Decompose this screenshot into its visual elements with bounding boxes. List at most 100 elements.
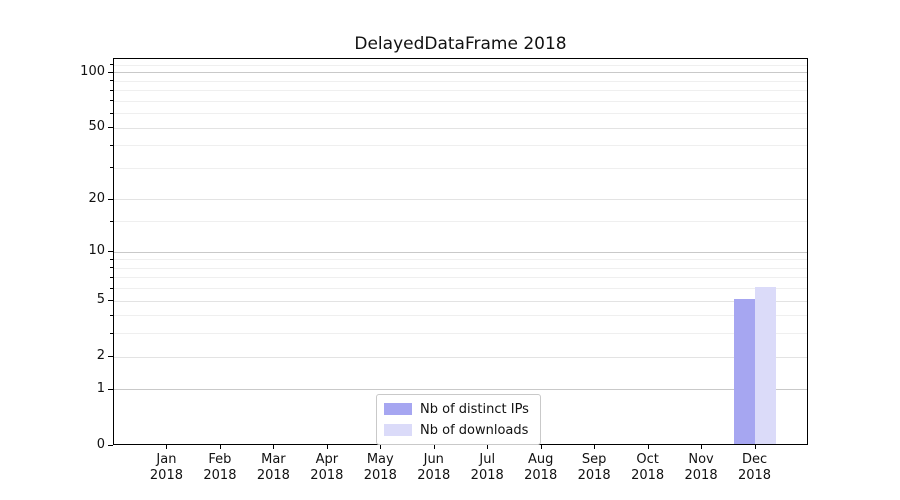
gridline-minor [114, 267, 807, 269]
x-tick [433, 445, 435, 449]
x-tick-label: Jul 2018 [447, 452, 527, 484]
gridline-major [114, 251, 807, 253]
x-tick-label: Sep 2018 [554, 452, 634, 484]
month-label: Jun [423, 452, 444, 467]
y-tick-label: 100 [80, 63, 105, 79]
x-tick-label: Aug 2018 [501, 452, 581, 484]
x-tick [540, 445, 542, 449]
x-tick [273, 445, 275, 449]
month-label: Oct [636, 452, 659, 467]
gridline-major [114, 356, 807, 358]
legend-label-distinct-ips: Nb of distinct IPs [420, 401, 529, 417]
year-label: 2018 [256, 468, 290, 483]
y-minor-tick [110, 89, 113, 91]
legend-entry-distinct-ips: Nb of distinct IPs [384, 401, 529, 417]
y-minor-tick [110, 80, 113, 82]
x-tick [219, 445, 221, 449]
month-label: Apr [315, 452, 339, 467]
y-tick-label: 0 [96, 437, 105, 452]
y-tick [108, 300, 113, 302]
y-tick [108, 127, 113, 129]
x-tick [380, 445, 382, 449]
y-minor-tick [110, 267, 113, 269]
x-tick-label: Feb 2018 [180, 452, 260, 484]
y-tick-label: 2 [96, 348, 105, 364]
legend: Nb of distinct IPs Nb of downloads [376, 394, 541, 445]
bar-distinct-ips-dec [733, 299, 755, 444]
year-label: 2018 [631, 468, 665, 483]
gridline-major [114, 300, 807, 302]
y-tick-label: 10 [88, 243, 105, 259]
year-label: 2018 [524, 468, 558, 483]
x-tick-label: Jun 2018 [394, 452, 474, 484]
legend-label-downloads: Nb of downloads [420, 422, 529, 438]
month-label: May [366, 452, 394, 467]
x-tick-label: Jan 2018 [126, 452, 206, 484]
x-tick [487, 445, 489, 449]
y-tick-label: 1 [96, 380, 105, 396]
gridline-minor [114, 259, 807, 261]
x-tick-label: Dec 2018 [715, 452, 795, 484]
month-label: Mar [261, 452, 286, 467]
month-label: Jul [479, 452, 496, 467]
x-tick-label: Apr 2018 [287, 452, 367, 484]
x-tick-label: Oct 2018 [608, 452, 688, 484]
gridline-minor [114, 333, 807, 335]
y-minor-tick [110, 112, 113, 114]
year-label: 2018 [737, 468, 772, 483]
x-tick [594, 445, 596, 449]
year-label: 2018 [149, 468, 183, 483]
year-label: 2018 [577, 468, 611, 483]
y-minor-tick [110, 276, 113, 278]
gridline-major [114, 127, 807, 129]
gridline-minor [114, 277, 807, 279]
y-minor-tick [110, 258, 113, 260]
plot-area [113, 58, 808, 445]
month-label: Dec [741, 452, 768, 467]
y-minor-tick [110, 144, 113, 146]
year-label: 2018 [363, 468, 397, 483]
y-minor-tick [110, 167, 113, 169]
year-label: 2018 [417, 468, 451, 483]
gridline-minor [114, 80, 807, 82]
y-tick [108, 251, 113, 253]
month-label: Aug [527, 452, 554, 467]
gridline-minor [114, 100, 807, 102]
x-tick [166, 445, 168, 449]
legend-swatch-distinct-ips [384, 403, 412, 415]
gridline-minor [114, 315, 807, 317]
x-tick-label: Mar 2018 [233, 452, 313, 484]
legend-entry-downloads: Nb of downloads [384, 422, 529, 438]
month-label: Feb [208, 452, 232, 467]
y-minor-tick [110, 220, 113, 222]
y-tick [108, 445, 113, 446]
month-label: Nov [688, 452, 714, 467]
y-tick-label: 5 [96, 292, 105, 308]
gridline-major [114, 72, 807, 74]
gridline-minor [114, 145, 807, 147]
gridline-minor [114, 221, 807, 223]
y-minor-tick [110, 64, 113, 66]
y-tick [108, 388, 113, 390]
y-tick [108, 356, 113, 358]
x-tick-label: May 2018 [340, 452, 420, 484]
year-label: 2018 [470, 468, 504, 483]
chart-title: DelayedDataFrame 2018 [354, 34, 567, 54]
y-tick [108, 71, 113, 73]
y-tick [108, 198, 113, 200]
x-tick [326, 445, 328, 449]
month-label: Jan [156, 452, 177, 467]
gridline-minor [114, 113, 807, 115]
gridline-major [114, 199, 807, 201]
x-tick [701, 445, 703, 449]
y-tick-label: 50 [88, 119, 105, 135]
y-minor-tick [110, 100, 113, 102]
y-minor-tick [110, 287, 113, 289]
x-tick-label: Nov 2018 [661, 452, 741, 484]
gridline-minor [114, 167, 807, 169]
month-label: Sep [581, 452, 607, 467]
gridline-minor [114, 64, 807, 66]
legend-swatch-downloads [384, 424, 412, 436]
year-label: 2018 [684, 468, 718, 483]
